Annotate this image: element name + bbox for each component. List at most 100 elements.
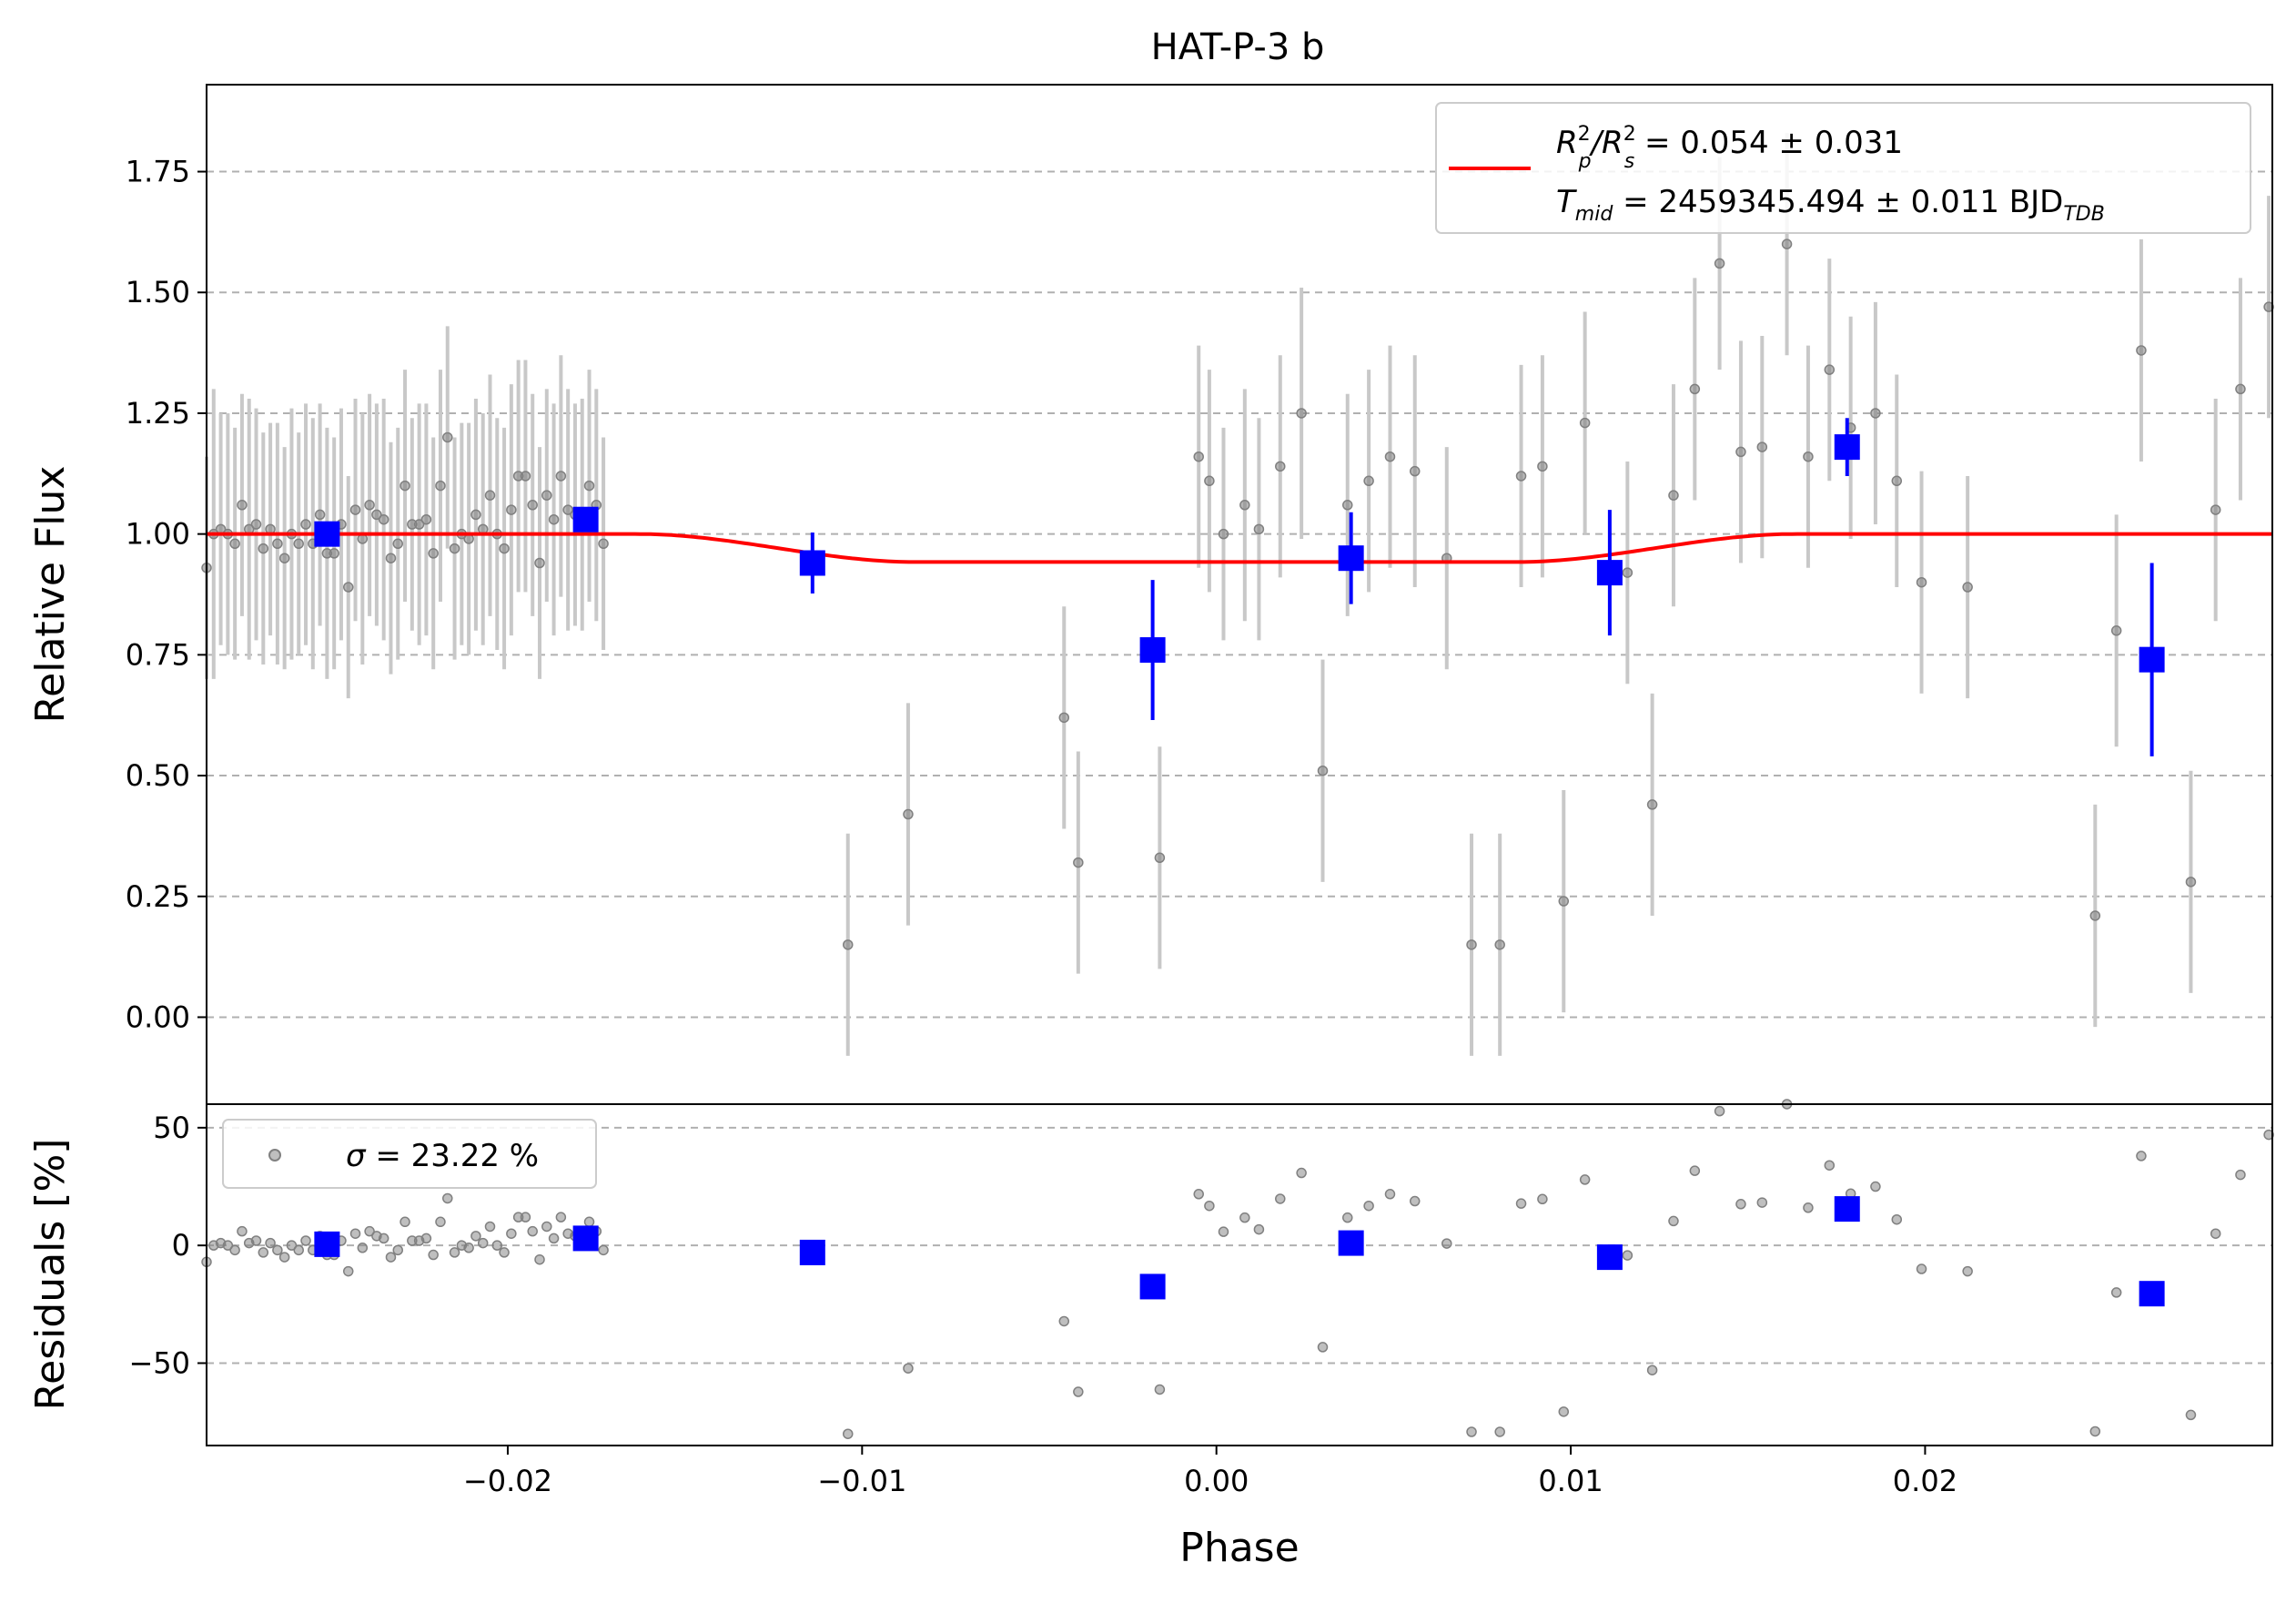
residual-point [449,1247,460,1258]
raw-point [1384,451,1396,462]
binned-point [572,506,599,533]
residual-point [1193,1189,1204,1200]
raw-point [329,548,339,559]
raw-point [484,490,496,501]
binned-point [1596,560,1623,586]
residual-point [1441,1238,1452,1249]
raw-point [449,543,460,554]
residual-point [237,1225,248,1237]
residual-point [541,1221,552,1233]
residual-point [378,1233,389,1244]
top-legend: R2 p/R2 s = 0.054 ± 0.031 Tmid = 2459345.4… [1435,102,2251,234]
residual-point [1218,1226,1229,1237]
residual-point [843,1428,854,1439]
flux-panel: 0.00 0.25 0.50 0.75 1.00 1.25 1.50 1.75 Relativ… [27,84,2274,1105]
raw-point [392,538,404,550]
raw-point [1646,799,1658,810]
residual-point [555,1212,567,1223]
raw-point [1296,408,1307,419]
residual-point [1317,1342,1329,1353]
residuals-axes-frame [206,1103,2273,1446]
raw-point [1668,490,1679,501]
residual-point [499,1247,510,1258]
raw-point [300,519,311,530]
residual-point [258,1247,269,1258]
raw-point [1342,500,1353,511]
residual-point [349,1228,361,1239]
residual-point [2110,1287,2122,1298]
legend-rp-rs-label: R2 p/R2 s = 0.054 ± 0.031 [1556,123,1903,173]
residual-point [1714,1105,1725,1117]
bottom-legend-box [222,1119,597,1189]
raw-point [1870,408,1881,419]
legend-sigma-label: σ = 23.22 % [346,1138,539,1174]
x-tick-label: 0.02 [1893,1464,1957,1498]
residual-point [2185,1409,2197,1421]
raw-point [400,480,410,492]
residual-point [1579,1174,1591,1185]
residual-point [1537,1193,1548,1205]
raw-point [583,480,595,492]
flux-y-tick-label: 1.00 [126,517,190,552]
flux-y-tick-label: 1.75 [126,155,190,189]
raw-point [1253,523,1265,535]
raw-point [1558,896,1570,907]
residual-point [470,1231,481,1242]
residual-point [250,1235,262,1246]
flux-y-tick-label: 0.25 [126,879,190,914]
residuals-y-tick-label: −50 [128,1345,190,1380]
raw-point [1622,567,1633,578]
raw-point [1466,939,1477,950]
residuals-y-tick-label: 50 [153,1111,190,1145]
residual-point [506,1228,517,1239]
x-ticks: −0.02 −0.01 0.00 0.01 0.02 [463,1446,1957,1498]
raw-point [562,504,573,515]
raw-point [1781,238,1793,249]
flux-points [201,238,2274,950]
residual-point [286,1240,298,1251]
raw-point [1916,576,1927,588]
raw-point [506,504,517,515]
residual-point [1253,1223,1265,1235]
raw-point [1317,765,1329,776]
residual-point [1239,1212,1250,1223]
residuals-panel: −50 0 50 Residuals [%] σ = 23.22 % [27,1099,2274,1446]
residual-point [527,1225,538,1237]
residual-point [548,1233,560,1244]
raw-point [1579,417,1591,429]
top-legend-box [1435,102,2251,234]
raw-point [520,471,531,482]
residual-point [272,1244,283,1256]
raw-point [1756,441,1768,452]
binned-point [314,521,340,547]
raw-point [1073,857,1084,868]
raw-point [1735,446,1746,458]
binned-residual-point [1139,1273,1166,1300]
residual-point [364,1225,375,1237]
raw-point [2089,910,2101,921]
bottom-legend: σ = 23.22 % [222,1119,597,1189]
legend-residual-marker [268,1149,281,1162]
residual-point [903,1363,914,1374]
residual-point [222,1240,234,1251]
residual-point [598,1244,609,1256]
raw-point [1537,461,1548,472]
residual-point [400,1216,410,1228]
residual-point [477,1237,489,1249]
residual-point [385,1252,397,1263]
raw-point [541,490,552,501]
residual-point [1058,1315,1070,1327]
residual-point [392,1244,404,1256]
residual-point [1494,1426,1505,1437]
raw-point [555,471,567,482]
raw-point [1494,939,1505,950]
residual-point [1154,1384,1166,1395]
residual-point [534,1253,545,1265]
residual-point [1668,1215,1679,1227]
transit-model-line [207,532,2272,564]
flux-y-tick-label: 0.50 [126,758,190,793]
raw-point [2110,625,2122,636]
residual-point [491,1240,503,1251]
flux-y-tick-label: 0.75 [126,637,190,672]
raw-point [548,513,560,525]
